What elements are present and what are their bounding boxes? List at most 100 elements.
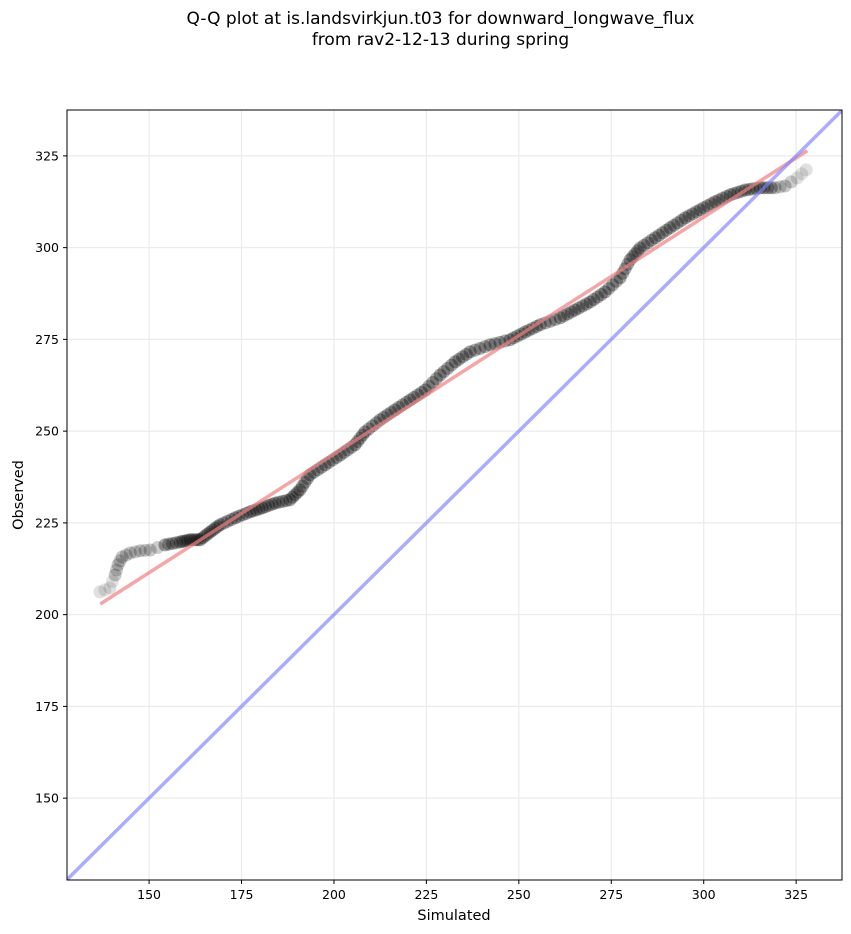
data-point [262, 498, 276, 512]
data-point [452, 352, 466, 366]
data-point [579, 297, 593, 311]
data-point [98, 583, 112, 597]
data-point [598, 285, 612, 299]
data-point [123, 546, 137, 560]
data-point [606, 278, 620, 292]
data-point [483, 338, 497, 352]
data-point [708, 195, 722, 209]
data-point [697, 201, 711, 215]
data-point [119, 548, 133, 562]
data-point [473, 341, 487, 355]
x-tick-label: 200 [322, 887, 346, 902]
data-point [181, 533, 195, 547]
data-point [298, 475, 312, 489]
data-point [663, 221, 677, 235]
data-point [648, 231, 662, 245]
data-point [255, 501, 269, 515]
data-point [689, 205, 703, 219]
data-point [138, 543, 152, 557]
data-point [641, 236, 655, 250]
data-point [276, 494, 290, 508]
data-point [108, 568, 122, 582]
data-point [656, 226, 670, 240]
x-tick-label: 275 [599, 887, 623, 902]
y-tick-label: 250 [35, 424, 59, 439]
data-point [93, 585, 107, 599]
x-axis-ticks: 150 175 200 225 250 275 300 325 [137, 880, 808, 902]
data-point [448, 355, 462, 369]
data-point [704, 197, 718, 211]
data-point [258, 500, 272, 514]
data-point [463, 345, 477, 359]
data-point [784, 175, 798, 189]
data-point [295, 479, 309, 493]
data-point [674, 213, 688, 227]
data-point [456, 350, 470, 364]
data-point [761, 181, 775, 195]
y-axis-label: Observed [11, 460, 27, 530]
y-tick-label: 325 [35, 148, 59, 163]
data-point [652, 228, 666, 242]
data-point [268, 496, 282, 510]
data-point [290, 485, 304, 499]
data-point [272, 495, 286, 509]
data-point [561, 307, 575, 321]
data-point [795, 167, 809, 181]
data-point [587, 292, 601, 306]
data-point [583, 295, 597, 309]
data-point [564, 305, 578, 319]
data-point [151, 540, 165, 554]
data-point [667, 218, 681, 232]
chart-subtitle: from rav2-12-13 during spring [311, 30, 570, 50]
data-point [103, 581, 117, 595]
data-point [143, 543, 157, 557]
data-point [768, 181, 782, 195]
data-point [133, 544, 147, 558]
data-point [671, 216, 685, 230]
data-point [799, 163, 813, 177]
data-point [173, 535, 187, 549]
chart-title: Q-Q plot at is.landsvirkjun.t03 for down… [186, 9, 695, 29]
data-point [631, 244, 645, 258]
data-point [468, 343, 482, 357]
data-point [111, 558, 125, 572]
data-point [115, 550, 129, 564]
data-point [790, 171, 804, 185]
fit-line [99, 149, 809, 606]
data-point [609, 274, 623, 288]
reference-lines [67, 110, 842, 880]
data-point [591, 290, 605, 304]
data-point [162, 537, 176, 551]
x-tick-label: 325 [784, 887, 808, 902]
x-tick-label: 225 [414, 887, 438, 902]
data-point [429, 372, 443, 386]
data-point [773, 180, 787, 194]
data-point [113, 554, 127, 568]
x-tick-label: 250 [507, 887, 531, 902]
y-tick-label: 225 [35, 515, 59, 530]
x-tick-label: 150 [137, 887, 161, 902]
grid [67, 110, 842, 880]
y-tick-label: 275 [35, 332, 59, 347]
identity-line [67, 110, 842, 880]
data-point [576, 299, 590, 313]
data-point [293, 483, 307, 497]
data-point [693, 203, 707, 217]
data-point [433, 368, 447, 382]
data-point [572, 301, 586, 315]
y-tick-label: 300 [35, 240, 59, 255]
axes-frame [66, 109, 843, 881]
y-tick-label: 175 [35, 699, 59, 714]
y-tick-label: 200 [35, 607, 59, 622]
data-point [178, 534, 192, 548]
data-point [678, 211, 692, 225]
data-point [478, 340, 492, 354]
data-point [553, 311, 567, 325]
x-tick-label: 300 [692, 887, 716, 902]
data-point [459, 347, 473, 361]
x-tick-label: 175 [230, 887, 254, 902]
data-point [441, 361, 455, 375]
y-tick-label: 150 [35, 791, 59, 806]
data-point [110, 563, 124, 577]
